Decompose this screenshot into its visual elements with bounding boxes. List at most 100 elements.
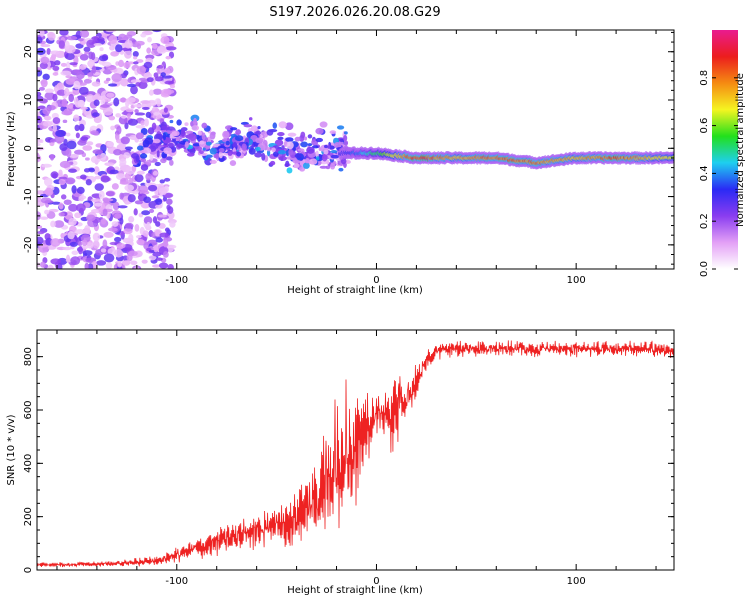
noise-speckle xyxy=(86,141,94,146)
spectral-blob xyxy=(230,133,237,138)
noise-speckle xyxy=(133,61,139,65)
spectral-blob xyxy=(303,136,308,141)
noise-speckle xyxy=(110,51,119,57)
noise-speckle xyxy=(163,177,171,182)
noise-speckle xyxy=(49,138,57,143)
noise-speckle xyxy=(74,229,86,235)
noise-speckle xyxy=(87,59,96,68)
noise-speckle xyxy=(58,178,66,186)
colorbar-tick-label: 0.2 xyxy=(699,213,710,229)
noise-speckle xyxy=(37,91,42,97)
noise-speckle xyxy=(88,168,96,173)
spectral-blob xyxy=(343,134,348,142)
noise-speckle xyxy=(59,160,71,169)
noise-speckle xyxy=(62,119,68,124)
spectral-blob xyxy=(230,127,238,131)
spectral-blob xyxy=(286,141,294,150)
noise-speckle xyxy=(58,40,65,49)
noise-speckle xyxy=(79,64,87,70)
spectral-blob xyxy=(274,139,284,147)
spectral-blob xyxy=(277,131,285,137)
noise-speckle xyxy=(92,240,100,249)
spectral-blob xyxy=(272,122,278,129)
spectral-blob xyxy=(277,150,287,155)
spectral-blob xyxy=(306,146,315,154)
spectral-blob xyxy=(205,141,212,146)
snr-x-axis-label: Height of straight line (km) xyxy=(287,585,423,596)
noise-speckle xyxy=(123,227,133,235)
noise-speckle xyxy=(164,227,170,233)
spectrogram-frame xyxy=(36,29,675,270)
spectral-blob xyxy=(250,125,258,132)
noise-speckle xyxy=(154,204,163,209)
spectral-blob xyxy=(140,164,149,171)
snr-panel: -100 0 100 0 200 400 600 800 Height of straight… xyxy=(6,329,675,596)
noise-speckle xyxy=(79,106,88,110)
noise-speckle xyxy=(86,242,94,249)
noise-speckle xyxy=(60,70,72,76)
noise-speckle xyxy=(113,97,120,107)
noise-speckle xyxy=(134,174,144,183)
spectrogram-x-tick-label: 100 xyxy=(567,275,586,286)
noise-speckle xyxy=(82,250,93,256)
snr-ticks: -100 0 100 0 200 400 600 800 xyxy=(23,329,674,587)
noise-speckle xyxy=(116,242,126,249)
spectral-blob xyxy=(255,137,264,144)
noise-speckle xyxy=(166,198,173,205)
noise-speckle xyxy=(168,159,174,166)
noise-speckle xyxy=(123,152,131,159)
spectral-blob xyxy=(180,129,186,137)
noise-speckle xyxy=(71,185,77,194)
spectral-blob xyxy=(236,151,242,157)
noise-speckle xyxy=(85,157,90,161)
noise-speckle xyxy=(136,65,146,75)
noise-speckle xyxy=(136,170,145,175)
noise-speckle xyxy=(57,263,63,269)
noise-speckle xyxy=(37,236,44,245)
noise-speckle xyxy=(49,50,61,55)
noise-speckle xyxy=(156,257,163,261)
noise-speckle xyxy=(100,218,107,225)
noise-speckle xyxy=(78,197,84,202)
spectral-blob xyxy=(255,130,262,135)
noise-speckle xyxy=(82,145,93,151)
noise-speckle xyxy=(58,169,63,177)
noise-speckle xyxy=(119,217,124,225)
noise-speckle xyxy=(146,221,151,230)
spectral-blob xyxy=(302,162,310,169)
noise-speckle xyxy=(67,231,75,240)
spectrogram-x-tick-label: -100 xyxy=(165,275,188,286)
noise-speckle xyxy=(92,208,99,213)
noise-speckle xyxy=(64,87,70,97)
noise-speckle xyxy=(99,152,107,161)
spectral-blob xyxy=(300,141,309,148)
spectral-blob xyxy=(284,122,294,131)
noise-speckle xyxy=(123,61,131,69)
noise-speckle xyxy=(105,77,111,82)
noise-speckle xyxy=(162,239,169,248)
noise-speckle xyxy=(152,30,162,33)
noise-speckle xyxy=(83,78,92,84)
noise-speckle xyxy=(146,47,152,54)
spectral-blob xyxy=(294,153,302,159)
noise-speckle xyxy=(70,256,81,266)
spectral-blob xyxy=(147,127,155,135)
noise-speckle xyxy=(43,177,53,187)
noise-speckle xyxy=(71,250,79,256)
noise-speckle xyxy=(158,187,168,196)
noise-speckle xyxy=(98,55,108,62)
noise-speckle xyxy=(116,125,122,135)
noise-speckle xyxy=(60,232,65,239)
spectral-blob xyxy=(225,140,230,146)
noise-speckle xyxy=(68,218,77,226)
noise-speckle xyxy=(138,81,148,90)
noise-speckle xyxy=(65,254,71,263)
noise-speckle xyxy=(91,81,101,87)
noise-speckle xyxy=(90,130,99,136)
noise-speckle xyxy=(85,94,95,103)
noise-speckle xyxy=(78,245,83,255)
noise-speckle xyxy=(37,225,43,229)
noise-speckle xyxy=(165,156,173,161)
noise-speckle xyxy=(73,80,81,90)
